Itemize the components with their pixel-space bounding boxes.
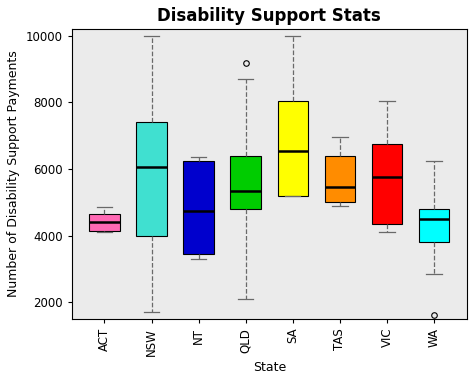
Y-axis label: Number of Disability Support Payments: Number of Disability Support Payments [7, 51, 20, 298]
PathPatch shape [136, 122, 167, 235]
PathPatch shape [230, 156, 261, 209]
PathPatch shape [278, 101, 308, 195]
X-axis label: State: State [253, 361, 286, 374]
PathPatch shape [183, 161, 214, 254]
PathPatch shape [372, 144, 402, 224]
PathPatch shape [89, 214, 120, 231]
Title: Disability Support Stats: Disability Support Stats [157, 7, 381, 25]
PathPatch shape [325, 156, 355, 202]
PathPatch shape [419, 209, 449, 242]
